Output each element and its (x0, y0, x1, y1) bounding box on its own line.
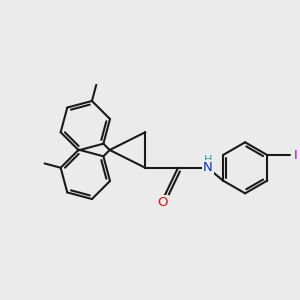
Text: N: N (203, 161, 213, 174)
Text: H: H (203, 155, 212, 165)
Text: I: I (294, 148, 298, 161)
Text: O: O (157, 196, 168, 209)
